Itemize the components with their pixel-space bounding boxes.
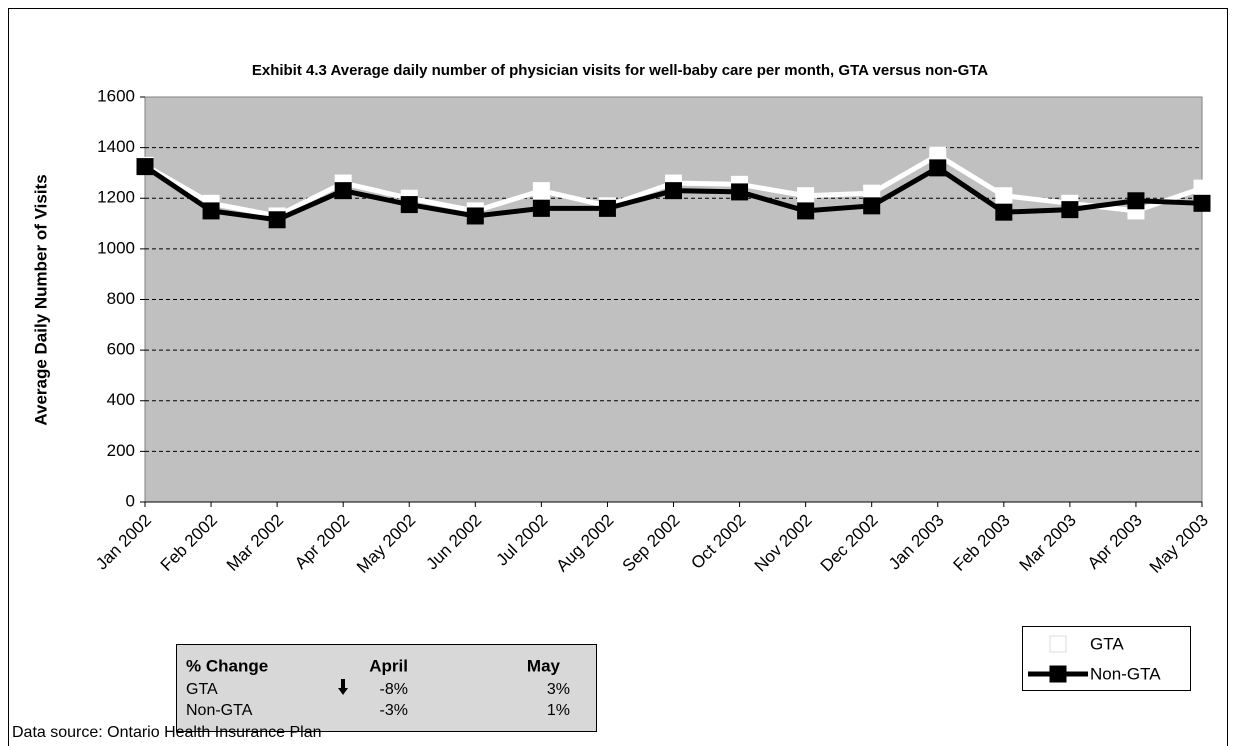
legend-marker xyxy=(1049,665,1067,683)
point xyxy=(731,183,749,201)
y-axis-label: Average Daily Number of Visits xyxy=(31,174,50,425)
point xyxy=(995,203,1013,221)
chart-title: Exhibit 4.3 Average daily number of phys… xyxy=(252,62,988,79)
point xyxy=(598,199,616,217)
y-tick-label: 600 xyxy=(107,340,135,359)
point xyxy=(929,159,947,177)
y-tick-label: 800 xyxy=(107,289,135,308)
y-tick-label: 1000 xyxy=(97,238,135,257)
point xyxy=(136,158,154,176)
legend-label: Non-GTA xyxy=(1090,664,1161,683)
table-cell: 3% xyxy=(547,681,570,698)
point xyxy=(334,182,352,200)
table-cell: 1% xyxy=(547,702,570,719)
point xyxy=(1127,192,1145,210)
y-tick-label: 1200 xyxy=(97,188,135,207)
table-cell: GTA xyxy=(186,681,218,698)
point xyxy=(665,182,682,200)
point xyxy=(268,211,286,229)
point xyxy=(797,187,815,205)
source-note: Data source: Ontario Health Insurance Pl… xyxy=(12,724,322,741)
y-tick-label: 1600 xyxy=(97,86,135,105)
table-header: May xyxy=(527,656,561,675)
point xyxy=(1193,179,1211,197)
table-header: % Change xyxy=(186,656,268,675)
point xyxy=(466,207,484,225)
point xyxy=(995,187,1013,205)
point xyxy=(863,197,881,215)
point xyxy=(532,182,550,200)
table-cell: -8% xyxy=(380,681,408,698)
point xyxy=(1193,194,1211,212)
table-cell: Non-GTA xyxy=(186,702,253,719)
point xyxy=(400,196,418,214)
point xyxy=(202,202,220,220)
down-arrow xyxy=(338,679,348,695)
point xyxy=(532,199,550,217)
legend-label: GTA xyxy=(1090,634,1124,653)
change-table: % Change April May GTA -8% 3% Non-GTA -3… xyxy=(176,644,597,732)
point xyxy=(797,202,815,220)
table-cell: -3% xyxy=(380,702,408,719)
point xyxy=(1061,201,1079,219)
y-tick-label: 1400 xyxy=(97,137,135,156)
y-tick-label: 200 xyxy=(107,441,135,460)
table-header: April xyxy=(369,656,408,675)
legend-marker xyxy=(1049,635,1067,653)
table-box xyxy=(176,644,597,732)
y-tick-label: 0 xyxy=(126,491,135,510)
y-tick-label: 400 xyxy=(107,390,135,409)
